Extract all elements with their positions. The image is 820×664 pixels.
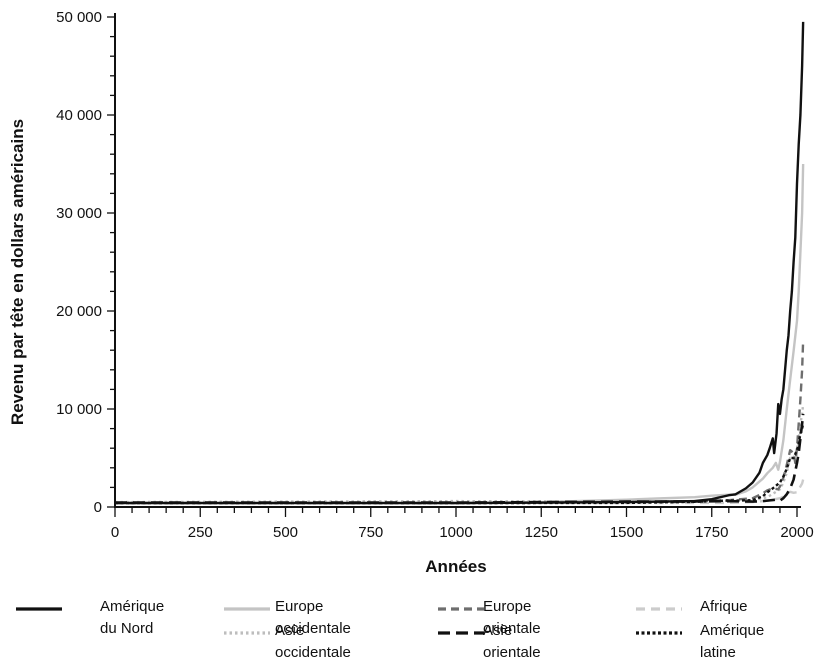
x-tick-label: 2000 (780, 524, 813, 541)
series-line-5 (115, 413, 805, 504)
x-tick-label: 750 (358, 524, 383, 541)
y-tick-label: 0 (94, 499, 102, 516)
x-tick-label: 1000 (439, 524, 472, 541)
legend-label-east-asia: Asie orientale (483, 622, 541, 661)
chart-marks (114, 21, 805, 505)
legend-label-north-america: Amérique du Nord (100, 598, 165, 637)
x-tick-label: 500 (273, 524, 298, 541)
series-line-2 (115, 340, 805, 505)
legend-swatch-western-europe (224, 607, 270, 611)
legend-label-africa: Afrique (700, 598, 748, 615)
legend-swatch-western-asia (224, 631, 270, 635)
series-line-4 (114, 403, 805, 504)
x-tick-label: 250 (188, 524, 213, 541)
series-line-1 (114, 163, 805, 505)
legend-swatch-north-america (16, 607, 62, 611)
legend-swatch-africa (636, 607, 682, 611)
series-line-3 (115, 479, 805, 505)
y-tick-label: 50 000 (56, 9, 102, 26)
x-tick-label: 0 (111, 524, 119, 541)
legend-label-latin-america: Amérique latine (700, 622, 765, 661)
y-tick-label: 30 000 (56, 205, 102, 222)
series-line-6 (115, 423, 805, 505)
y-tick-label: 20 000 (56, 303, 102, 320)
y-axis-title: Revenu par tête en dollars américains (8, 119, 27, 425)
x-tick-label: 1250 (525, 524, 558, 541)
legend-swatch-latin-america (636, 631, 682, 635)
legend-label-western-asia: Asie occidentale (275, 622, 351, 661)
chart-legend: Amérique du Nord Europe occidentale Euro… (0, 596, 820, 661)
series-line-0 (115, 21, 805, 505)
legend-swatch-east-asia (438, 631, 484, 635)
legend-label-western-europe: Europe occidentale (275, 598, 351, 637)
chart-axes: 0 10 000 20 000 30 000 40 000 50 000 0 250 500 75… (56, 9, 814, 541)
legend-swatch-eastern-europe (438, 607, 484, 611)
legend-label-eastern-europe: Europe orientale (483, 598, 541, 637)
x-axis-title: Années (425, 557, 486, 576)
y-tick-label: 40 000 (56, 107, 102, 124)
x-tick-label: 1750 (695, 524, 728, 541)
x-tick-label: 1500 (610, 524, 643, 541)
y-tick-label: 10 000 (56, 401, 102, 418)
income-chart: 0 10 000 20 000 30 000 40 000 50 000 0 250 500 75… (8, 9, 814, 576)
